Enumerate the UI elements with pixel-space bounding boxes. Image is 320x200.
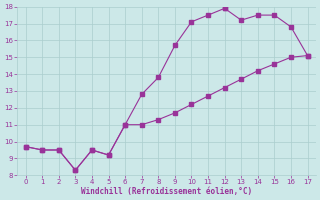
X-axis label: Windchill (Refroidissement éolien,°C): Windchill (Refroidissement éolien,°C) xyxy=(81,187,252,196)
